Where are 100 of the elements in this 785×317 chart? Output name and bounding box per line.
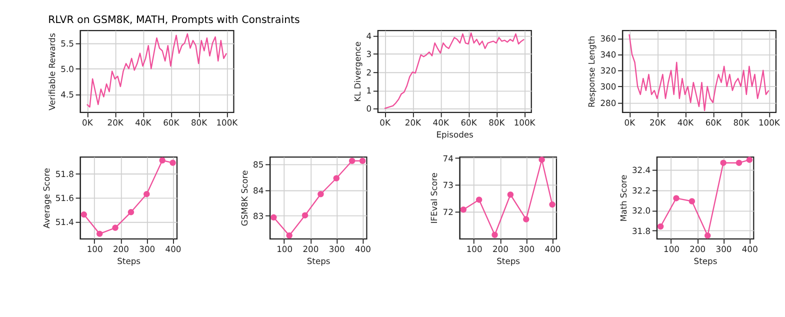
line-series [270, 158, 366, 239]
y-tick-label: 74 [442, 153, 454, 164]
x-tick-label: 400 [355, 244, 371, 254]
y-axis-title: IFEval Score [429, 172, 440, 224]
y-tick-label: 360 [600, 34, 616, 44]
point [159, 157, 166, 164]
y-tick-label: 4.5 [60, 89, 74, 100]
point [286, 232, 292, 239]
point [657, 223, 664, 230]
x-tick-label: 300 [716, 244, 732, 254]
x-tick-label: 100K [216, 118, 238, 128]
point [523, 216, 530, 222]
point [333, 175, 340, 182]
point [348, 158, 356, 164]
point [128, 209, 134, 216]
y-tick-label: 84 [253, 185, 264, 196]
x-tick-label: 60K [705, 118, 722, 128]
chart-title: RLVR on GSM8K, MATH, Prompts with Constraints [48, 14, 300, 26]
y-tick-label: 280 [600, 98, 616, 108]
y-tick-label: 1 [366, 86, 372, 96]
x-tick-label: 400 [165, 244, 182, 254]
line-series [657, 156, 753, 239]
x-tick-label: 200 [302, 244, 319, 254]
point [476, 196, 482, 203]
point [96, 230, 103, 237]
point [460, 206, 467, 213]
point [507, 192, 514, 198]
y-axis-title: KL Divergence [352, 41, 363, 102]
y-tick-label: 320 [600, 66, 616, 76]
x-tick-label: 100 [86, 244, 103, 254]
y-tick-label: 51.4 [55, 217, 74, 228]
y-tick-label: 73 [442, 180, 454, 190]
y-tick-label: 300 [600, 82, 616, 92]
y-tick-label: 5.5 [60, 38, 74, 48]
x-tick-label: 200 [492, 244, 508, 254]
y-tick-label: 340 [600, 50, 616, 60]
x-tick-label: 0K [380, 118, 391, 128]
x-tick-label: 0K [624, 118, 636, 128]
y-tick-label: 5.0 [60, 64, 74, 74]
y-tick-label: 32.4 [632, 165, 651, 176]
point [144, 190, 150, 198]
point [746, 156, 753, 163]
y-axis-title: Verifiable Rewards [47, 33, 58, 110]
y-tick-label: 83 [253, 210, 264, 221]
x-axis-title: Steps [117, 256, 141, 266]
point [170, 160, 176, 166]
point [736, 160, 742, 166]
y-tick-label: 51.6 [55, 192, 74, 203]
line-series [628, 34, 770, 112]
point [688, 198, 696, 204]
x-tick-label: 40K [432, 118, 450, 128]
y-tick-label: 2 [366, 67, 372, 78]
point [538, 156, 545, 163]
x-tick-label: 60K [460, 118, 478, 128]
point [270, 214, 277, 221]
point [549, 201, 556, 208]
x-axis-title: Steps [306, 256, 330, 266]
point [318, 191, 324, 198]
y-tick-label: 31.8 [632, 226, 651, 236]
x-tick-label: 60K [163, 118, 180, 128]
line-series [86, 33, 228, 108]
x-tick-label: 80K [488, 118, 506, 128]
x-tick-label: 100K [514, 118, 536, 128]
x-tick-label: 80K [190, 118, 208, 128]
x-tick-label: 40K [677, 118, 694, 128]
x-tick-label: 300 [139, 244, 156, 254]
y-tick-label: 32.2 [632, 185, 651, 196]
x-tick-label: 40K [135, 118, 152, 128]
point [112, 224, 118, 231]
x-tick-label: 100 [466, 244, 482, 254]
x-tick-label: 100 [664, 244, 680, 254]
x-axis-title: Steps [694, 256, 718, 266]
y-axis-title: Math Score [618, 174, 628, 222]
x-tick-label: 80K [733, 118, 750, 128]
y-tick-label: 0 [366, 104, 372, 114]
line-series [384, 32, 525, 110]
y-tick-label: 3 [366, 49, 372, 60]
x-tick-label: 100 [276, 244, 293, 254]
x-tick-label: 0K [82, 118, 94, 128]
x-tick-label: 400 [544, 244, 561, 254]
x-tick-label: 300 [328, 244, 345, 254]
x-tick-label: 20K [650, 118, 666, 128]
x-tick-label: 20K [404, 118, 422, 128]
y-axis-title: GSM8K Score [239, 170, 250, 226]
x-tick-label: 400 [742, 244, 758, 254]
y-axis-title: Average Score [42, 168, 52, 228]
x-tick-label: 200 [690, 244, 706, 254]
x-tick-label: 100K [758, 118, 780, 128]
x-axis-title: Episodes [436, 130, 474, 140]
y-tick-label: 72 [442, 207, 454, 218]
y-axis-title: Response Length [586, 36, 597, 108]
x-tick-label: 300 [518, 244, 535, 254]
point [704, 232, 711, 239]
point [492, 232, 498, 238]
point [80, 211, 88, 218]
y-tick-label: 32.0 [632, 206, 651, 216]
point [673, 195, 680, 202]
point [302, 212, 308, 218]
point [720, 160, 726, 166]
x-axis-title: Steps [496, 256, 520, 266]
